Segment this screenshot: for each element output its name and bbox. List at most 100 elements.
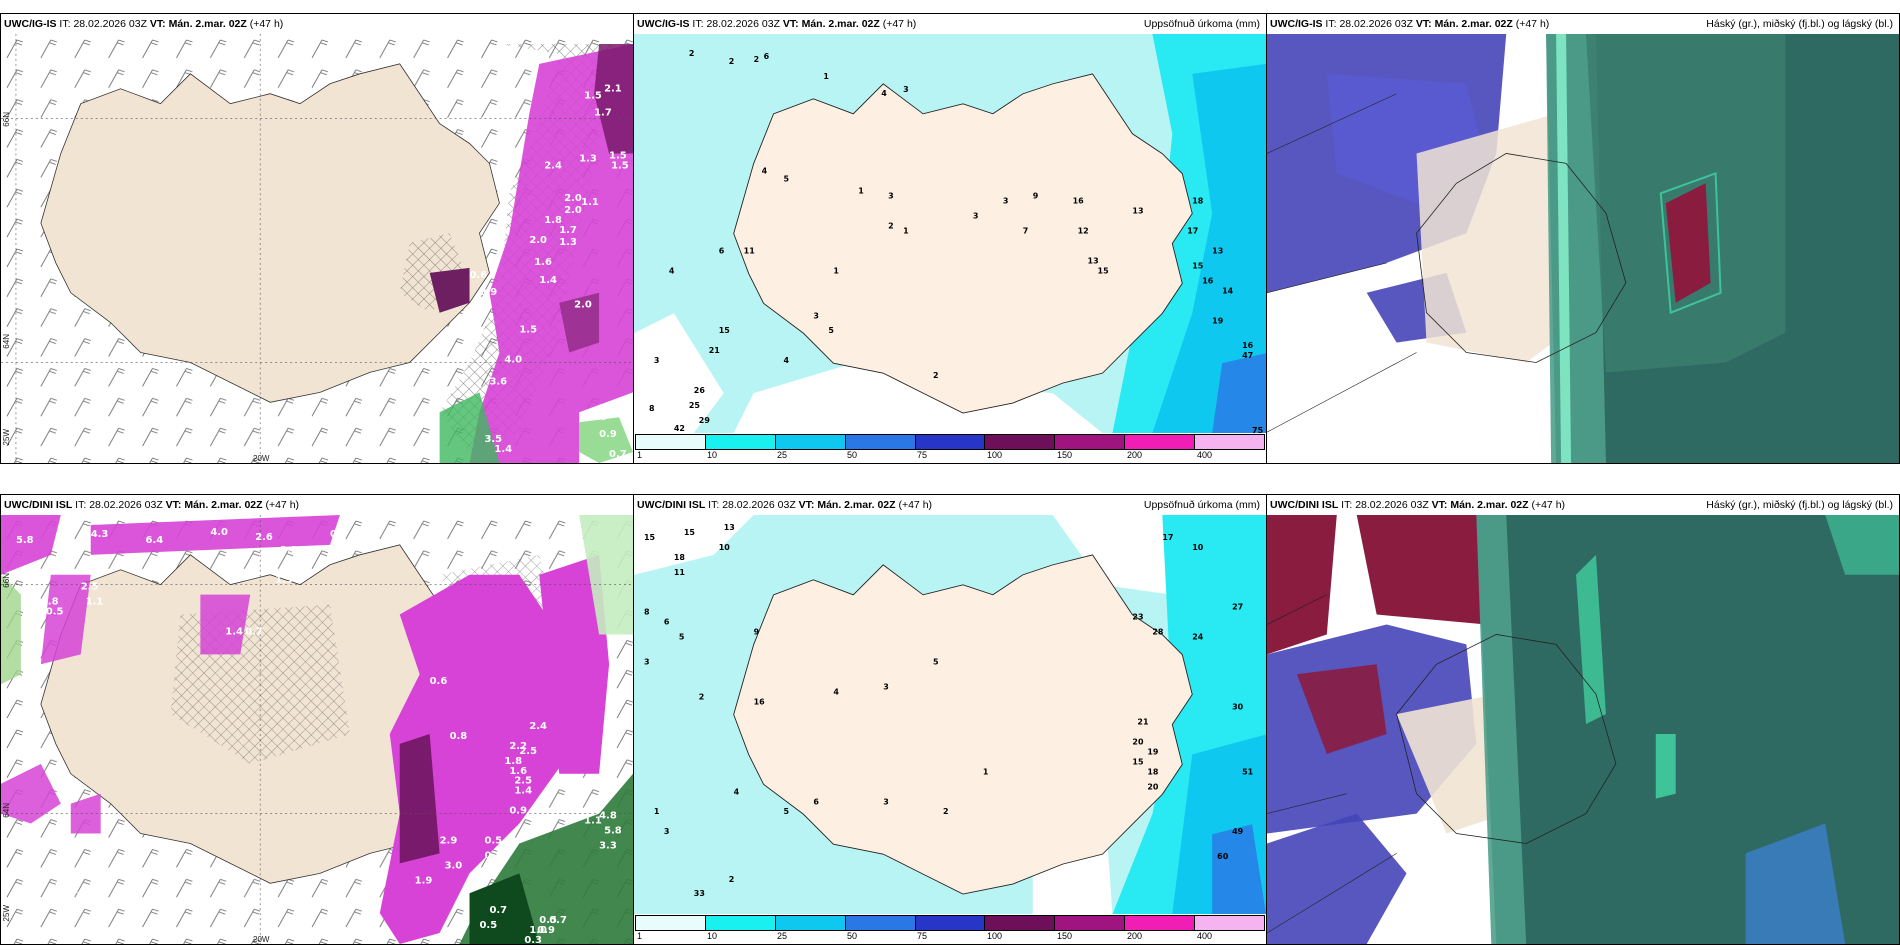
panel-header: UWC/DINI ISL IT: 28.02.2026 03Z VT: Mán.…	[1, 495, 633, 515]
map-value-label: 0.4	[330, 529, 348, 540]
panel-header: UWC/DINI ISL IT: 28.02.2026 03Z VT: Mán.…	[1267, 495, 1899, 515]
lead-time: (+47 h)	[249, 18, 284, 30]
map-value-label: 15	[1098, 266, 1109, 275]
map-value-label: 1.3	[559, 237, 577, 248]
panel-dini-wind: UWC/DINI ISL IT: 28.02.2026 03Z VT: Mán.…	[0, 494, 634, 945]
colorbar-label: 1	[637, 450, 643, 460]
map-value-label: 1.0	[529, 925, 547, 936]
it-label: IT:	[708, 499, 720, 511]
map-value-label: 29	[699, 416, 711, 425]
colorbar-label: 100	[987, 450, 1003, 460]
map-value-label: 15	[719, 326, 730, 335]
colorbar-label: 25	[777, 931, 788, 941]
vt-label: VT:	[798, 499, 815, 511]
colorbar-swatch	[636, 435, 706, 449]
map-value-label: 2.0	[574, 300, 592, 311]
map-value-label: 1	[858, 187, 864, 196]
map-value-label: 0.9	[599, 429, 617, 440]
map-value-label: 0.9	[509, 806, 527, 817]
panel-dini-cloud: UWC/DINI ISL IT: 28.02.2026 03Z VT: Mán.…	[1266, 494, 1900, 945]
map-value-label: 7	[1023, 226, 1029, 235]
colorbar-label: 400	[1197, 450, 1213, 460]
model-name: UWC/DINI ISL	[4, 499, 73, 511]
map-value-label: 5	[784, 175, 790, 184]
map-value-label: 0.5	[41, 865, 59, 876]
map-value-label: 3	[973, 212, 979, 221]
colorbar-label: 10	[707, 450, 718, 460]
vt-label: VT:	[782, 18, 799, 30]
map-area: 2 2 2 6 1 4 3 4 5 1 3 2 1 3 3 9 7 13 15 16 12 13 18 17 13 15 16 14 1…	[634, 34, 1266, 433]
it-label: IT:	[1325, 18, 1337, 30]
map-value-label: 9	[1033, 192, 1039, 201]
panel-header: UWC/IG-IS IT: 28.02.2026 03Z VT: Mán. 2.…	[1, 14, 633, 34]
colorbar-label: 150	[1057, 450, 1073, 460]
map-value-label: 16	[1242, 341, 1254, 350]
it-label: IT:	[1341, 499, 1353, 511]
map-value-label: 8	[644, 608, 650, 617]
colorbar-swatch	[915, 916, 986, 930]
model-name: UWC/DINI ISL	[1270, 499, 1339, 511]
map-value-label: 1.8	[504, 756, 522, 767]
map-value-label: 0.7	[489, 905, 507, 916]
lead-time: (+47 h)	[265, 499, 300, 511]
map-value-label: 2.1	[604, 84, 622, 95]
map-value-label: 15	[684, 528, 695, 537]
axis-lat-64: 64N	[2, 334, 11, 349]
vt-value: Mán. 2.mar. 02Z	[801, 18, 880, 30]
map-value-label: 1.0	[589, 412, 607, 423]
precip-map: 22 2 614 3451321339713151612131817131516141…	[634, 34, 1266, 433]
wind-precip-map: 5.84.36.44.0 2.62.21.01.30.42.51.10.81.40…	[1, 515, 633, 944]
colorbar-swatch	[775, 435, 846, 449]
axis-lat-66: 66N	[2, 573, 11, 588]
colorbar-swatch	[705, 435, 776, 449]
colorbar-label: 150	[1057, 931, 1073, 941]
map-value-label: 5	[828, 326, 834, 335]
map-value-label: 0.9	[479, 287, 497, 298]
precip-colorbar: 1 10 25 50 75 100 150 200 400	[635, 434, 1265, 462]
map-value-label: 3	[654, 356, 660, 365]
map-value-label: 1.1	[584, 816, 602, 827]
it-label: IT:	[692, 18, 704, 30]
map-value-label: 5	[933, 658, 939, 667]
map-value-label: 10	[1192, 543, 1204, 552]
panel-ig-wind: UWC/IG-IS IT: 28.02.2026 03Z VT: Mán. 2.…	[0, 13, 634, 464]
map-value-label: 0.8	[41, 597, 59, 608]
cloud-map	[1267, 34, 1899, 463]
vt-value: Mán. 2.mar. 02Z	[1450, 499, 1529, 511]
map-value-label: 2.9	[440, 835, 458, 846]
cloud-map	[1267, 515, 1899, 944]
colorbar-swatch	[1125, 435, 1196, 449]
map-value-label: 4	[881, 89, 887, 98]
map-value-label: 1.7	[594, 108, 612, 119]
axis-lat-64: 64N	[2, 803, 11, 818]
map-value-label: 49	[1232, 827, 1244, 836]
map-value-label: 2.0	[529, 235, 547, 246]
map-value-label: 3	[813, 311, 819, 320]
map-value-label: 5.8	[16, 535, 34, 546]
map-value-label: 0.6	[470, 270, 488, 281]
map-value-label: 16	[754, 698, 766, 707]
map-value-label: 13	[1088, 256, 1099, 265]
map-value-label: 2	[689, 49, 695, 58]
colorbar-swatch	[1055, 916, 1126, 930]
map-value-label: 8	[649, 404, 655, 413]
map-value-label: 3	[1003, 197, 1009, 206]
map-value-label: 0.7	[549, 915, 567, 926]
it-value: 28.02.2026 03Z	[722, 499, 796, 511]
map-value-label: 9	[754, 628, 760, 637]
map-value-label: 11	[744, 246, 755, 255]
map-value-label: 0.5	[484, 835, 502, 846]
panel-ig-precip: UWC/IG-IS IT: 28.02.2026 03Z VT: Mán. 2.…	[633, 13, 1267, 464]
map-value-label: 4	[734, 787, 740, 796]
map-value-label: 1.8	[544, 215, 562, 226]
map-area: 5.8 4.3 6.4 4.0 2.6 2.2 1.0 1.3 0.4 2.5 1.1 0.8 1.4 0…	[1, 515, 633, 944]
it-value: 28.02.2026 03Z	[89, 499, 163, 511]
model-name: UWC/IG-IS	[1270, 18, 1323, 30]
panel-ig-cloud: UWC/IG-IS IT: 28.02.2026 03Z VT: Mán. 2.…	[1266, 13, 1900, 464]
map-value-label: 4.0	[504, 354, 522, 365]
map-area	[1267, 34, 1899, 463]
it-value: 28.02.2026 03Z	[706, 18, 780, 30]
map-value-label: 17	[1187, 226, 1198, 235]
panel-title: Uppsöfnuð úrkoma (mm)	[1143, 499, 1260, 511]
colorbar-label: 25	[777, 450, 788, 460]
